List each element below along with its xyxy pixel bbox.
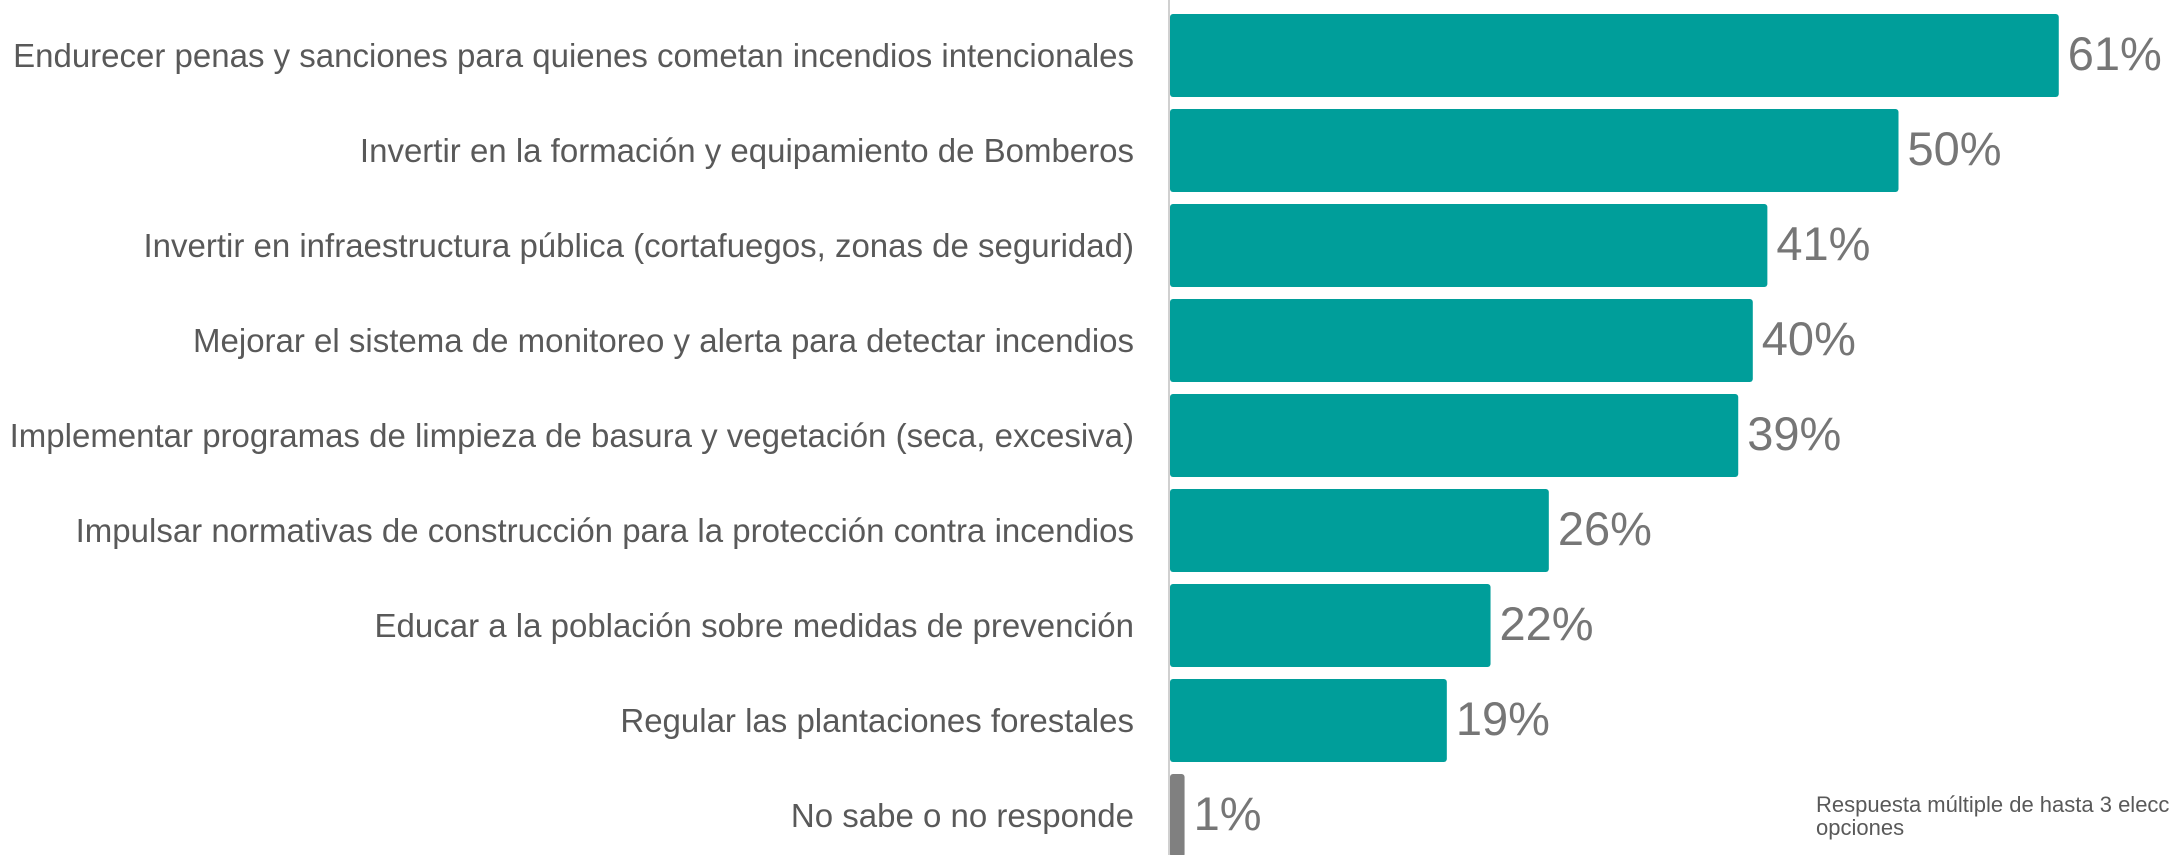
category-label: Regular las plantaciones forestales — [620, 701, 1134, 739]
value-label: 50% — [1908, 122, 2002, 175]
value-label: 61% — [2068, 27, 2162, 80]
bar — [1170, 584, 1491, 667]
value-label: 1% — [1194, 787, 1262, 840]
category-label: Invertir en infraestructura pública (cor… — [143, 226, 1134, 264]
category-label: Invertir en la formación y equipamiento … — [359, 131, 1134, 169]
note-box: Respuesta múltiple de hasta 3 elecciones… — [1816, 793, 2169, 855]
value-label: 40% — [1762, 312, 1856, 365]
note: Respuesta múltiple de hasta 3 elecciones… — [1816, 793, 2169, 841]
category-label: No sabe o no responde — [790, 796, 1134, 834]
bar — [1170, 204, 1768, 287]
value-label: 41% — [1776, 217, 1870, 270]
bar — [1170, 679, 1447, 762]
bar — [1170, 489, 1549, 572]
bar — [1170, 774, 1185, 855]
bar — [1170, 14, 2059, 97]
category-label: Impulsar normativas de construcción para… — [75, 511, 1134, 549]
bar — [1170, 299, 1753, 382]
value-label: 19% — [1456, 692, 1550, 745]
bar — [1170, 109, 1899, 192]
value-label: 26% — [1558, 502, 1652, 555]
category-label: Implementar programas de limpieza de bas… — [9, 416, 1134, 454]
category-label: Endurecer penas y sanciones para quienes… — [13, 36, 1134, 74]
value-label: 22% — [1500, 597, 1594, 650]
category-label: Educar a la población sobre medidas de p… — [374, 606, 1134, 644]
bar — [1170, 394, 1739, 477]
value-label: 39% — [1747, 407, 1841, 460]
category-label: Mejorar el sistema de monitoreo y alerta… — [193, 321, 1134, 359]
